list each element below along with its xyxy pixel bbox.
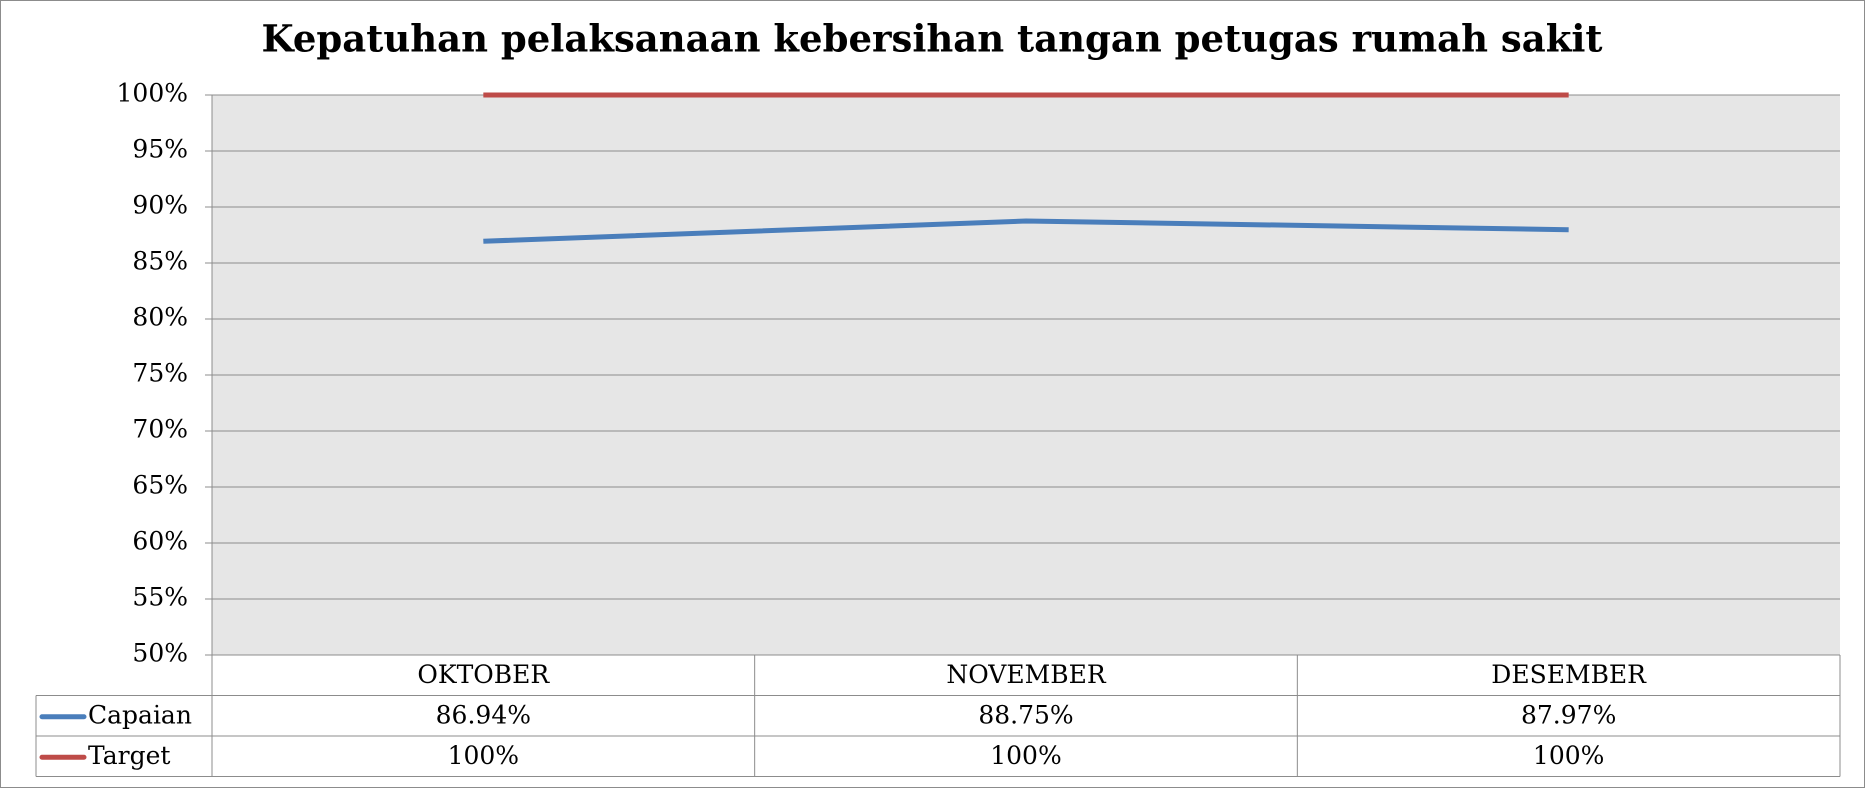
y-tick-label: 60% <box>132 527 188 556</box>
series-line <box>483 218 1569 244</box>
data-table-value: 88.75% <box>978 700 1073 729</box>
y-tick-label: 75% <box>132 359 188 388</box>
y-tick-label: 55% <box>132 583 188 612</box>
y-tick-label: 80% <box>132 303 188 332</box>
data-table-value: 100% <box>1533 741 1604 770</box>
y-tick-label: 50% <box>132 639 188 668</box>
y-tick-label: 90% <box>132 191 188 220</box>
chart-title: Kepatuhan pelaksanaan kebersihan tangan … <box>262 17 1603 61</box>
y-tick-label: 70% <box>132 415 188 444</box>
data-table-value: 86.94% <box>436 700 531 729</box>
x-tick-label: OKTOBER <box>417 660 550 689</box>
legend-label: Capaian <box>88 700 192 729</box>
data-table-value: 87.97% <box>1521 700 1616 729</box>
y-tick-label: 100% <box>117 79 188 108</box>
y-tick-label: 65% <box>132 471 188 500</box>
x-tick-label: DESEMBER <box>1491 660 1647 689</box>
data-table-value: 100% <box>990 741 1061 770</box>
legend-label: Target <box>88 741 170 770</box>
data-table-value: 100% <box>448 741 519 770</box>
y-tick-label: 85% <box>132 247 188 276</box>
y-tick-label: 95% <box>132 135 188 164</box>
x-tick-label: NOVEMBER <box>946 660 1106 689</box>
